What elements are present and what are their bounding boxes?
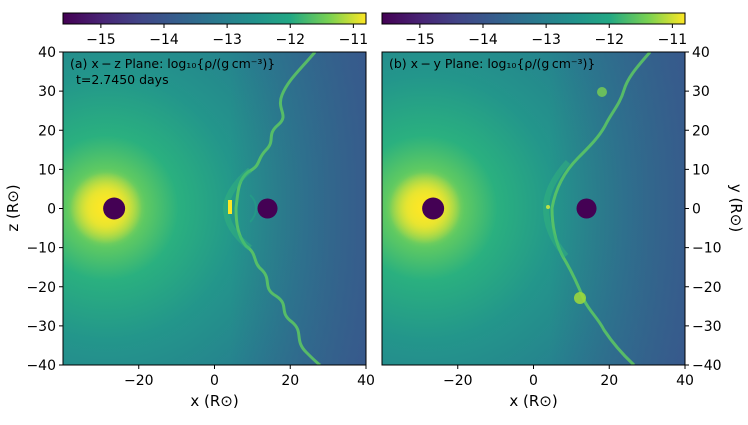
x-tick-label: 0 — [210, 373, 219, 389]
y-tick-label: 0 — [47, 202, 56, 218]
y-tick-label: −30 — [692, 319, 722, 335]
y-tick-label: 30 — [38, 84, 56, 100]
y-tick-label: −10 — [26, 241, 56, 257]
x-tick-label: 20 — [600, 373, 618, 389]
colorbar-tick-label: −14 — [468, 32, 498, 48]
colorbar-tick-label: −15 — [405, 32, 435, 48]
panel-b-star-1 — [422, 197, 445, 220]
colorbar-b-ticks: −15 −14 −13 −12 −11 — [405, 24, 687, 48]
panel-b-title: (b) x − y Plane: log₁₀{ρ/(g cm⁻³)} — [389, 56, 595, 71]
y-tick-label: −40 — [692, 358, 722, 374]
x-tick-label: 40 — [676, 373, 694, 389]
y-tick-label: 10 — [38, 162, 56, 178]
panel-b-shock-front — [550, 52, 652, 365]
y-tick-label: −30 — [26, 319, 56, 335]
colorbar-tick-label: −11 — [339, 32, 369, 48]
panel-b-clump-upper — [597, 87, 607, 97]
panel-a-title: (a) x − z Plane: log₁₀{ρ/(g cm⁻³)} — [70, 56, 275, 71]
x-tick-label: −20 — [124, 373, 154, 389]
y-tick-label: 40 — [692, 45, 710, 61]
panel-a-density-map — [63, 52, 366, 365]
y-tick-label: −20 — [692, 280, 722, 296]
colorbar-tick-label: −13 — [212, 32, 242, 48]
colorbar-tick-label: −12 — [594, 32, 624, 48]
panel-b-density-map — [382, 52, 685, 365]
panel-a-ylabel: z (R⊙) — [4, 184, 22, 231]
colorbar-tick-label: −11 — [658, 32, 688, 48]
x-tick-label: 40 — [357, 373, 375, 389]
panel-b-star-2 — [576, 198, 597, 219]
x-tick-label: 20 — [281, 373, 299, 389]
panel-a-bright-spot — [228, 200, 232, 214]
panel-a-star-2 — [257, 198, 278, 219]
y-tick-label: 0 — [692, 202, 701, 218]
colorbar-tick-label: −12 — [275, 32, 305, 48]
panel-b-ylabel: y (R⊙) — [727, 184, 745, 232]
y-tick-label: 20 — [692, 123, 710, 139]
panel-b-clump-lower — [574, 292, 586, 304]
y-tick-label: 10 — [692, 162, 710, 178]
panel-a-axis-ticks: −20 0 20 40 −40 −30 −20 −10 0 10 20 30 40 — [26, 45, 374, 389]
panel-a: −20 0 20 40 −40 −30 −20 −10 0 10 20 30 40 (a) x − z … — [4, 45, 375, 410]
panel-b-xlabel: x (R⊙) — [509, 392, 557, 410]
y-tick-label: 30 — [692, 84, 710, 100]
panel-b-bright-spot — [546, 205, 550, 209]
y-tick-label: 40 — [38, 45, 56, 61]
colorbar-tick-label: −15 — [86, 32, 116, 48]
panel-a-shock-front — [234, 52, 321, 365]
y-tick-label: 20 — [38, 123, 56, 139]
colorbar-tick-label: −13 — [531, 32, 561, 48]
panel-a-xlabel: x (R⊙) — [190, 392, 238, 410]
colorbar-a-ticks: −15 −14 −13 −12 −11 — [86, 24, 368, 48]
y-tick-label: −10 — [692, 241, 722, 257]
colorbar-b-gradient — [381, 12, 686, 25]
colorbar-b: −15 −14 −13 −12 −11 — [381, 12, 687, 48]
colorbar-a: −15 −14 −13 −12 −11 — [62, 12, 368, 48]
y-tick-label: −20 — [26, 280, 56, 296]
panel-a-time: t=2.7450 days — [76, 72, 169, 87]
colorbar-tick-label: −14 — [149, 32, 179, 48]
panel-a-star-1 — [103, 197, 126, 220]
x-tick-label: 0 — [529, 373, 538, 389]
y-tick-label: −40 — [26, 358, 56, 374]
x-tick-label: −20 — [443, 373, 473, 389]
colorbar-a-gradient — [62, 12, 367, 25]
